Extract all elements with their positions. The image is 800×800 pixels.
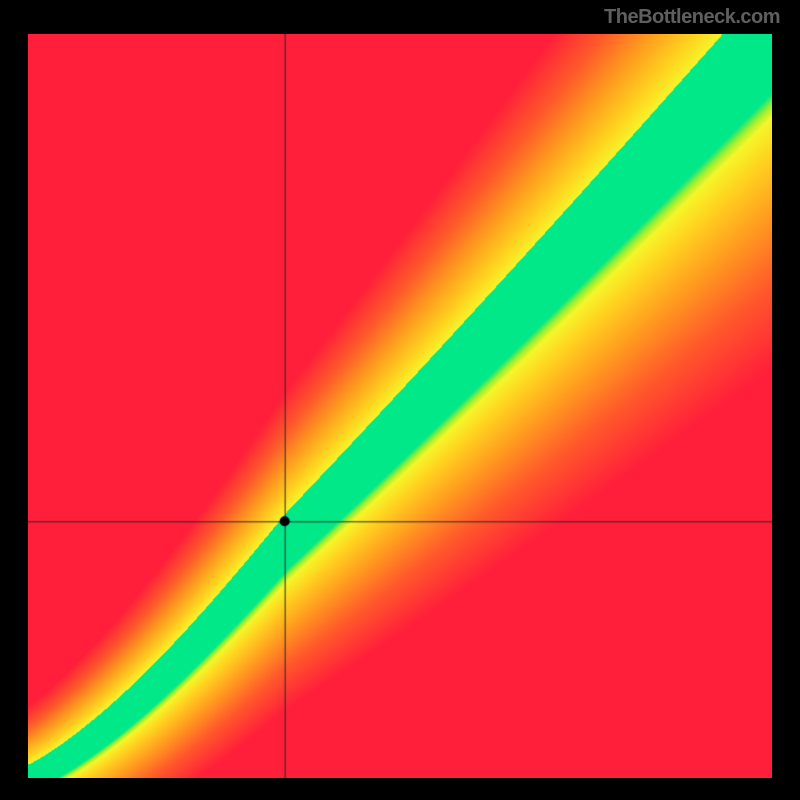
chart-frame: TheBottleneck.com [0, 0, 800, 800]
heatmap-canvas [28, 34, 772, 778]
heatmap-plot [28, 34, 772, 778]
watermark-text: TheBottleneck.com [604, 6, 780, 29]
